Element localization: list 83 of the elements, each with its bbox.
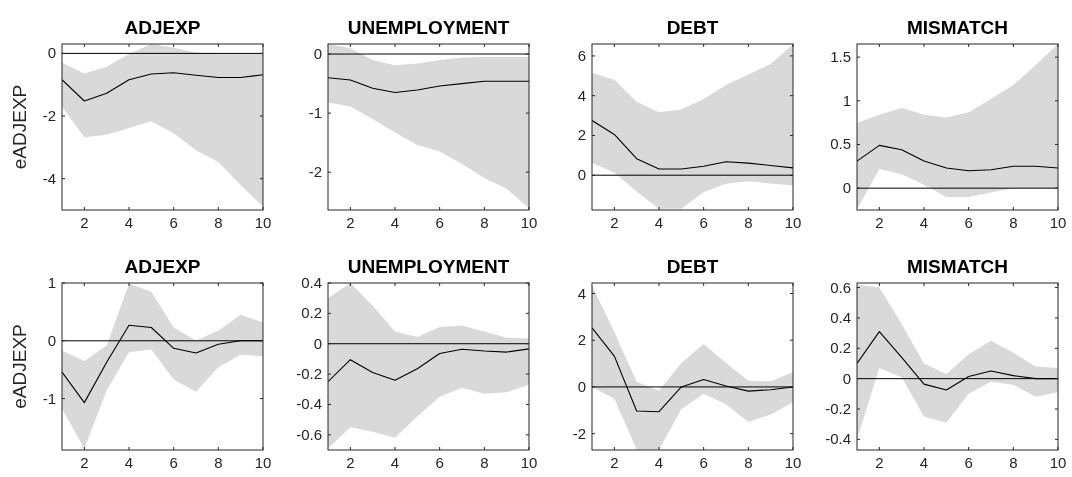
y-tick-label: 0 — [842, 369, 851, 387]
y-tick-label: 2 — [577, 126, 586, 144]
y-tick-label: 4 — [577, 86, 586, 104]
y-tick-label: 4 — [577, 284, 586, 302]
x-tick-label: 8 — [214, 214, 223, 231]
x-tick-label: 2 — [875, 454, 884, 471]
y-tick-label: -0.4 — [296, 395, 322, 413]
y-tick-label: 0 — [842, 179, 851, 197]
x-tick-label: 6 — [169, 454, 178, 471]
y-tick-label: -0.2 — [296, 365, 322, 383]
y-tick-label: -0.2 — [825, 400, 851, 418]
y-axis-title: eADJEXP — [9, 324, 30, 409]
chart-title: UNEMPLOYMENT — [347, 17, 510, 38]
y-tick-label: -2 — [42, 107, 56, 125]
x-tick-label: 2 — [80, 214, 89, 231]
y-tick-label: 0.4 — [830, 308, 851, 326]
y-tick-label: -0.6 — [296, 425, 322, 443]
y-tick-label: 0.2 — [301, 304, 322, 322]
x-tick-label: 4 — [919, 214, 929, 231]
chart-title: DEBT — [666, 256, 719, 277]
x-tick-label: 2 — [610, 214, 619, 231]
chart-title: UNEMPLOYMENT — [347, 256, 510, 277]
x-tick-label: 8 — [214, 454, 223, 471]
x-tick-label: 4 — [124, 214, 134, 231]
x-tick-label: 8 — [744, 214, 753, 231]
x-tick-label: 2 — [80, 454, 89, 471]
y-tick-label: 0 — [313, 334, 322, 352]
x-tick-label: 8 — [1009, 454, 1018, 471]
x-tick-label: 8 — [480, 214, 489, 231]
y-tick-label: 1 — [842, 91, 851, 109]
y-tick-label: 0.5 — [830, 135, 851, 153]
x-tick-label: 6 — [435, 214, 444, 231]
y-tick-label: -2 — [572, 424, 586, 442]
x-tick-label: 6 — [699, 454, 708, 471]
x-tick-label: 10 — [520, 214, 538, 231]
chart-title: ADJEXP — [124, 256, 201, 277]
x-tick-label: 2 — [610, 454, 619, 471]
y-tick-label: 0.6 — [830, 278, 851, 296]
x-tick-label: 6 — [964, 454, 973, 471]
x-tick-label: 4 — [654, 454, 664, 471]
y-axis-title: eADJEXP — [9, 84, 30, 170]
chart-title: ADJEXP — [124, 17, 201, 38]
y-tick-label: -4 — [42, 169, 56, 187]
x-tick-label: 10 — [520, 454, 538, 471]
chart-title: MISMATCH — [907, 17, 1008, 38]
chart-title: DEBT — [666, 17, 719, 38]
y-tick-label: 0.4 — [301, 274, 322, 291]
y-tick-label: 0 — [577, 377, 586, 395]
y-tick-label: 0.2 — [830, 339, 851, 357]
x-tick-label: 10 — [784, 214, 802, 231]
x-tick-label: 4 — [390, 454, 400, 471]
x-tick-label: 10 — [1049, 454, 1067, 471]
y-tick-label: 1 — [47, 274, 56, 291]
y-tick-label: -0.4 — [825, 430, 851, 448]
x-tick-label: 10 — [254, 454, 272, 471]
x-tick-label: 2 — [875, 214, 884, 231]
y-tick-label: 0 — [577, 166, 586, 184]
x-tick-label: 4 — [919, 454, 929, 471]
y-tick-label: 0 — [47, 44, 56, 62]
x-tick-label: 6 — [964, 214, 973, 231]
x-tick-label: 6 — [169, 214, 178, 231]
x-tick-label: 8 — [1009, 214, 1018, 231]
x-tick-label: 6 — [435, 454, 444, 471]
y-tick-label: -2 — [308, 163, 322, 181]
x-tick-label: 8 — [744, 454, 753, 471]
y-tick-label: 2 — [577, 331, 586, 349]
x-tick-label: 10 — [254, 214, 272, 231]
x-tick-label: 6 — [699, 214, 708, 231]
x-tick-label: 4 — [654, 214, 664, 231]
x-tick-label: 8 — [480, 454, 489, 471]
y-tick-label: 6 — [577, 46, 586, 64]
x-tick-label: 2 — [346, 454, 355, 471]
x-tick-label: 4 — [124, 454, 134, 471]
y-tick-label: 0 — [47, 331, 56, 349]
y-tick-label: -1 — [308, 104, 322, 122]
y-tick-label: 0 — [313, 45, 322, 63]
x-tick-label: 2 — [346, 214, 355, 231]
y-tick-label: 1.5 — [830, 48, 851, 66]
x-tick-label: 4 — [390, 214, 400, 231]
y-tick-label: -1 — [42, 389, 56, 407]
chart-title: MISMATCH — [907, 256, 1008, 277]
x-tick-label: 10 — [784, 454, 802, 471]
x-tick-label: 10 — [1049, 214, 1067, 231]
